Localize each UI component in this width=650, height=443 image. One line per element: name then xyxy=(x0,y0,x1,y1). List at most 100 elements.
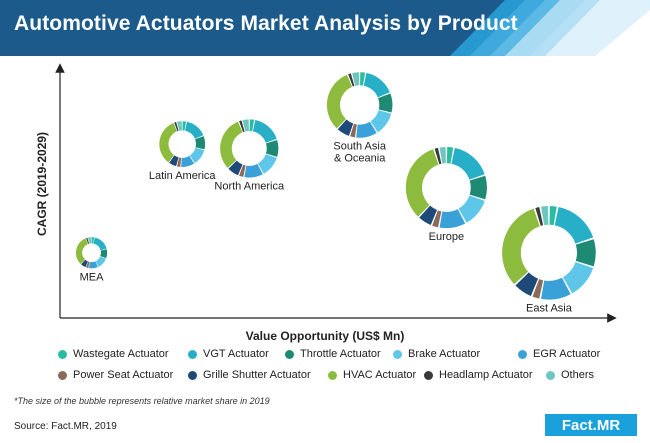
segment-hvac-actuator xyxy=(502,208,540,285)
legend-swatch xyxy=(188,370,197,380)
bubble-europe: Europe xyxy=(405,147,487,243)
segment-brake-actuator xyxy=(458,195,485,223)
segment-egr-actuator xyxy=(439,209,466,229)
segment-vgt-actuator xyxy=(185,121,204,139)
segment-brake-actuator xyxy=(257,154,277,174)
segment-hvac-actuator xyxy=(220,121,243,168)
segment-power-seat-actuator xyxy=(532,279,544,299)
bubble-chart: CAGR (2019-2029) Value Opportunity (US$ … xyxy=(35,63,617,343)
bubble-north-america: North America xyxy=(214,119,285,193)
segment-others xyxy=(439,147,446,164)
legend-item-wastegate-actuator: Wastegate Actuator xyxy=(58,348,169,360)
legend-item-grille-shutter-actuator: Grille Shutter Actuator xyxy=(188,369,311,381)
segment-grille-shutter-actuator xyxy=(169,155,179,167)
legend-label: Throttle Actuator xyxy=(300,348,381,360)
bubble-label: Europe xyxy=(429,231,464,243)
segment-vgt-actuator xyxy=(363,72,390,98)
source-text: Source: Fact.MR, 2019 xyxy=(14,421,117,432)
bubble-east-asia: East Asia xyxy=(502,205,596,315)
segment-others xyxy=(242,119,249,132)
bubble-south-asia-oceania: South Asia & Oceania xyxy=(326,72,393,165)
legend-item-brake-actuator: Brake Actuator xyxy=(393,348,480,360)
segment-power-seat-actuator xyxy=(239,164,246,177)
segment-grille-shutter-actuator xyxy=(419,205,437,225)
segment-throttle-actuator xyxy=(575,239,596,267)
legend-item-vgt-actuator: VGT Actuator xyxy=(188,348,269,360)
segment-wastegate-actuator xyxy=(360,72,366,86)
segment-wastegate-actuator xyxy=(446,147,454,164)
segment-vgt-actuator xyxy=(451,147,485,180)
segment-hvac-actuator xyxy=(326,74,353,129)
legend-label: Power Seat Actuator xyxy=(73,369,174,381)
legend-item-others: Others xyxy=(546,369,594,381)
legend-label: VGT Actuator xyxy=(203,348,269,360)
segment-vgt-actuator xyxy=(252,119,277,143)
legend-swatch xyxy=(518,349,527,359)
segment-hvac-actuator xyxy=(159,122,177,163)
segment-others xyxy=(541,205,549,226)
legend-swatch xyxy=(393,349,402,359)
segment-headlamp-actuator xyxy=(535,206,544,226)
legend-label: Grille Shutter Actuator xyxy=(203,369,311,381)
segment-headlamp-actuator xyxy=(239,120,245,133)
legend-swatch xyxy=(424,370,433,380)
legend-item-power-seat-actuator: Power Seat Actuator xyxy=(58,369,173,381)
bubble-mea: MEA xyxy=(75,237,108,283)
legend-label: EGR Actuator xyxy=(533,348,601,360)
bubble-label: MEA xyxy=(80,271,105,283)
segment-others xyxy=(87,237,92,244)
legend-label: Others xyxy=(561,369,595,381)
segment-power-seat-actuator xyxy=(432,210,442,228)
bubble-label: South Asia & Oceania xyxy=(333,141,386,165)
segment-power-seat-actuator xyxy=(86,261,90,269)
segment-headlamp-actuator xyxy=(348,73,355,87)
legend-item-hvac-actuator: HVAC Actuator xyxy=(328,369,416,381)
segment-wastegate-actuator xyxy=(182,121,187,131)
segment-grille-shutter-actuator xyxy=(337,119,354,136)
legend-label: Brake Actuator xyxy=(408,348,481,360)
legend-label: HVAC Actuator xyxy=(343,369,417,381)
title-banner xyxy=(0,0,650,56)
segment-others xyxy=(176,121,182,131)
segment-vgt-actuator xyxy=(554,206,594,244)
x-axis-label: Value Opportunity (US$ Mn) xyxy=(246,329,405,343)
y-axis-label: CAGR (2019-2029) xyxy=(35,132,49,236)
segment-others xyxy=(352,72,360,86)
legend-item-throttle-actuator: Throttle Actuator xyxy=(285,348,381,360)
segment-egr-actuator xyxy=(244,163,263,178)
segment-grille-shutter-actuator xyxy=(81,259,88,268)
segment-power-seat-actuator xyxy=(350,123,357,138)
segment-brake-actuator xyxy=(95,256,106,267)
legend-swatch xyxy=(328,370,337,380)
page-title: Automotive Actuators Market Analysis by … xyxy=(14,12,518,35)
segment-egr-actuator xyxy=(88,261,98,269)
segment-throttle-actuator xyxy=(469,175,487,200)
bubble-label: East Asia xyxy=(526,303,573,315)
segment-throttle-actuator xyxy=(100,249,108,259)
segment-brake-actuator xyxy=(189,147,205,164)
segment-wastegate-actuator xyxy=(249,119,255,132)
segment-throttle-actuator xyxy=(265,139,279,157)
segment-headlamp-actuator xyxy=(86,237,90,245)
legend-label: Wastegate Actuator xyxy=(73,348,169,360)
bubble-label: North America xyxy=(214,181,285,193)
segment-egr-actuator xyxy=(541,277,571,300)
segment-grille-shutter-actuator xyxy=(515,272,539,296)
legend-swatch xyxy=(58,370,67,380)
legend-item-headlamp-actuator: Headlamp Actuator xyxy=(424,369,533,381)
segment-brake-actuator xyxy=(562,261,594,294)
brand-logo: Fact.MR xyxy=(545,414,637,436)
legend-label: Headlamp Actuator xyxy=(439,369,533,381)
segment-headlamp-actuator xyxy=(434,147,442,165)
segment-throttle-actuator xyxy=(195,136,206,150)
segment-vgt-actuator xyxy=(93,237,107,251)
segment-grille-shutter-actuator xyxy=(228,160,243,176)
legend-swatch xyxy=(58,349,67,359)
segment-throttle-actuator xyxy=(378,93,393,113)
legend-swatch xyxy=(285,349,294,359)
segment-egr-actuator xyxy=(356,121,377,138)
footnote: *The size of the bubble represents relat… xyxy=(14,396,270,406)
legend-swatch xyxy=(546,370,555,380)
bubble-latin-america: Latin America xyxy=(149,121,216,182)
